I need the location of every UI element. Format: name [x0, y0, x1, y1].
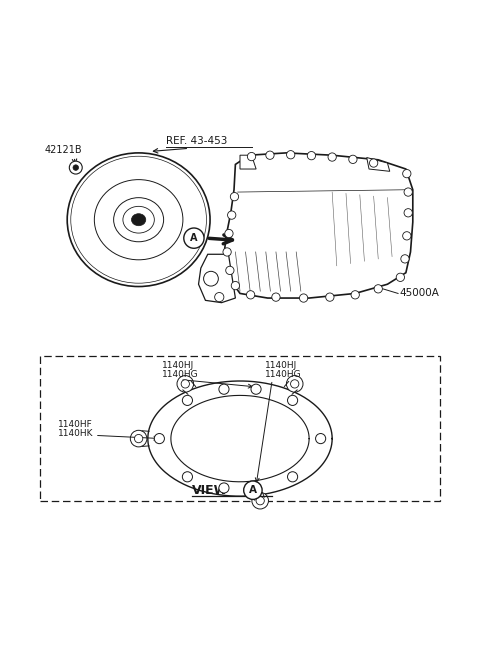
Text: 42121B: 42121B: [44, 145, 82, 155]
Circle shape: [252, 493, 268, 509]
Circle shape: [223, 248, 231, 256]
Circle shape: [134, 434, 143, 443]
Polygon shape: [199, 255, 235, 302]
Circle shape: [251, 384, 261, 394]
Circle shape: [184, 228, 204, 248]
Circle shape: [328, 153, 336, 161]
Circle shape: [288, 396, 298, 405]
Circle shape: [266, 151, 274, 159]
Circle shape: [287, 151, 295, 159]
Circle shape: [228, 211, 236, 219]
Circle shape: [246, 291, 255, 299]
Circle shape: [226, 266, 234, 275]
Circle shape: [181, 380, 190, 388]
Text: 45000A: 45000A: [399, 289, 439, 298]
Circle shape: [231, 281, 240, 290]
Text: A: A: [190, 233, 198, 243]
Circle shape: [351, 291, 360, 299]
Circle shape: [73, 165, 79, 171]
Circle shape: [251, 483, 261, 493]
Circle shape: [230, 192, 239, 201]
Circle shape: [404, 188, 412, 196]
Circle shape: [326, 293, 334, 301]
Polygon shape: [224, 153, 413, 298]
Circle shape: [69, 161, 82, 174]
Circle shape: [374, 285, 383, 293]
Circle shape: [403, 169, 411, 178]
Circle shape: [396, 273, 405, 281]
Circle shape: [287, 376, 303, 392]
Circle shape: [154, 434, 165, 443]
Circle shape: [204, 272, 218, 286]
Text: 1140HJ: 1140HJ: [265, 361, 298, 371]
Circle shape: [403, 232, 411, 240]
Circle shape: [256, 497, 264, 505]
Circle shape: [272, 293, 280, 301]
Circle shape: [401, 255, 409, 263]
Circle shape: [300, 294, 308, 302]
Circle shape: [215, 293, 224, 302]
Ellipse shape: [132, 214, 146, 226]
Text: 1140HG: 1140HG: [162, 370, 198, 379]
Circle shape: [177, 376, 193, 392]
Text: 1140HG: 1140HG: [265, 370, 302, 379]
Bar: [39, 356, 441, 501]
Circle shape: [219, 483, 229, 493]
Circle shape: [244, 481, 262, 499]
Circle shape: [131, 430, 147, 447]
Circle shape: [182, 396, 192, 405]
Circle shape: [288, 472, 298, 482]
Circle shape: [307, 152, 315, 160]
Circle shape: [290, 380, 299, 388]
Text: VIEW: VIEW: [192, 483, 228, 497]
Text: 1140HF: 1140HF: [58, 420, 93, 430]
Text: 1140HK: 1140HK: [58, 428, 94, 438]
Text: A: A: [249, 485, 257, 495]
Circle shape: [315, 434, 326, 443]
Circle shape: [182, 472, 192, 482]
Circle shape: [225, 230, 233, 237]
Circle shape: [219, 384, 229, 394]
Polygon shape: [240, 155, 256, 169]
Circle shape: [370, 159, 378, 167]
Polygon shape: [367, 157, 390, 171]
Text: 1140HJ: 1140HJ: [162, 361, 194, 371]
Circle shape: [247, 152, 256, 161]
Text: REF. 43-453: REF. 43-453: [166, 136, 228, 146]
Circle shape: [404, 209, 412, 217]
Circle shape: [349, 155, 357, 163]
